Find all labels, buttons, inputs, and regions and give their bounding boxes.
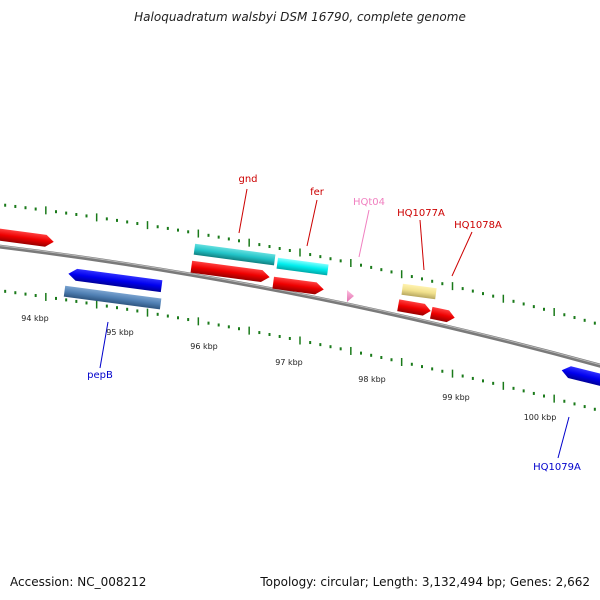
gene-feature-pepB	[63, 285, 162, 310]
gene-feature-HQt04	[347, 290, 354, 302]
genome-summary-text: Topology: circular; Length: 3,132,494 bp…	[260, 575, 590, 589]
inner-tick-rail	[4, 289, 596, 411]
gene-label-HQt04: HQt04	[353, 197, 385, 208]
gene-feature-HQ1077A	[401, 283, 437, 300]
gene-feature-red-2	[272, 276, 324, 295]
kbp-label: 98 kbp	[358, 375, 386, 384]
gene-feature-red-left	[0, 227, 54, 247]
kbp-label: 100 kbp	[524, 413, 557, 422]
gene-label-HQ1078A: HQ1078A	[454, 220, 502, 231]
kbp-label: 96 kbp	[190, 342, 218, 351]
gene-label-HQ1077A: HQ1077A	[397, 208, 445, 219]
gene-feature-gnd	[193, 243, 276, 266]
gene-label-pepB: pepB	[87, 370, 113, 381]
gene-label-gnd: gnd	[238, 174, 257, 185]
gene-feature-red-1	[190, 260, 270, 283]
accession-text: Accession: NC_008212	[10, 575, 147, 589]
kbp-label: 99 kbp	[442, 393, 470, 402]
gene-feature-fer	[276, 257, 329, 276]
genome-backbone	[0, 244, 600, 368]
gene-label-HQ1079A: HQ1079A	[533, 462, 581, 473]
gene-feature-blue	[68, 268, 163, 293]
map-title: Haloquadratum walsbyi DSM 16790, complet…	[134, 10, 466, 24]
kbp-label: 94 kbp	[21, 314, 49, 323]
outer-tick-rail	[4, 203, 596, 325]
gene-feature-red-3	[397, 299, 431, 316]
gene-feature-HQ1078A	[429, 306, 455, 323]
gene-label-fer: fer	[310, 187, 325, 198]
kbp-label: 95 kbp	[106, 328, 134, 337]
gene-feature-HQ1079A	[561, 366, 600, 388]
kbp-label: 97 kbp	[275, 358, 303, 367]
label-leader-lines	[99, 188, 570, 459]
gene-features	[0, 227, 600, 388]
